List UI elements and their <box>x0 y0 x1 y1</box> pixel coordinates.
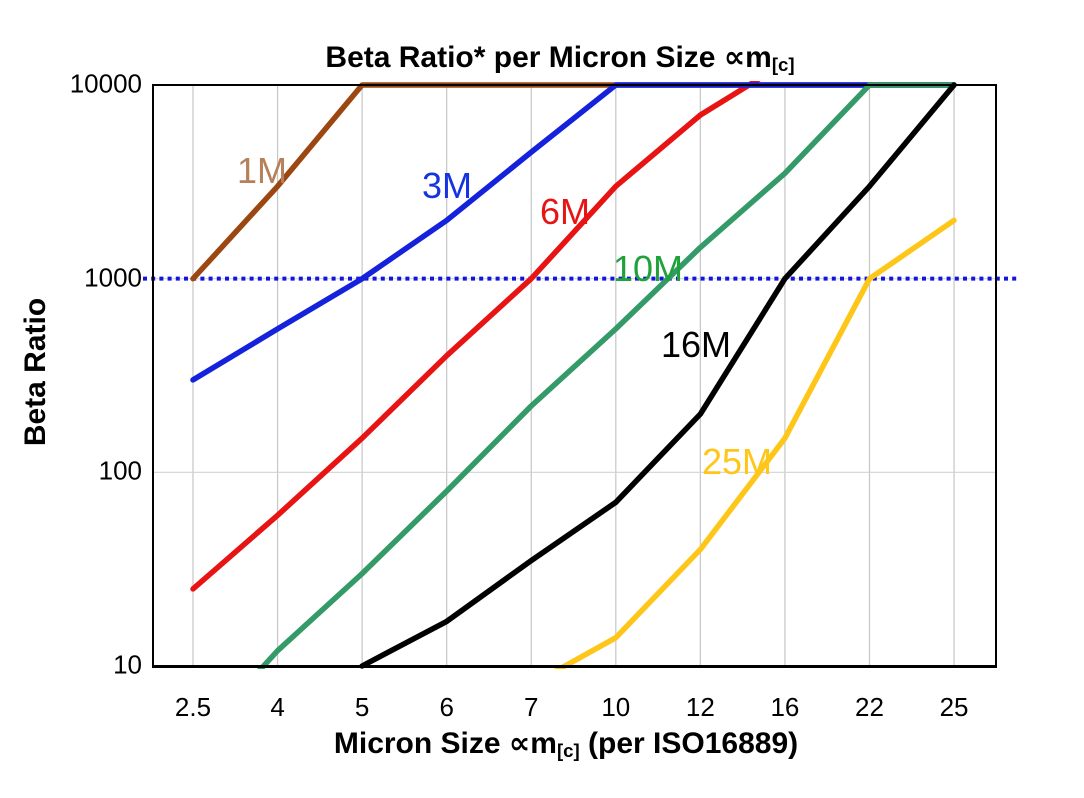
x-tick-label-6: 6 <box>439 692 454 722</box>
x-tick-label-7: 7 <box>524 692 539 722</box>
x-tick-label-22: 22 <box>855 692 884 722</box>
x-axis-title-text: Micron Size ∝m <box>333 727 557 760</box>
series-label-25M: 25M <box>701 441 773 482</box>
x-axis-title-subscript: [c] <box>556 740 580 762</box>
x-tick-label-16: 16 <box>770 692 800 722</box>
chart-title-subscript: [c] <box>771 54 795 76</box>
series-line-10M <box>257 82 957 669</box>
series-label-1M: 1M <box>236 150 288 191</box>
y-tick-label-10000: 10000 <box>69 68 142 99</box>
x-tick-label-5: 5 <box>354 692 370 722</box>
x-tick-label-2.5: 2.5 <box>174 692 212 722</box>
series-line-6M <box>190 81 761 592</box>
x-axis-title-suffix: (per ISO16889) <box>579 727 799 760</box>
series-label-10M: 10M <box>612 248 684 289</box>
series-label-3M: 3M <box>421 165 473 206</box>
y-tick-label-100: 100 <box>98 455 142 486</box>
chart-title: Beta Ratio* per Micron Size ∝m[c] <box>325 40 794 75</box>
y-axis-title: Beta Ratio <box>19 297 52 447</box>
x-tick-label-10: 10 <box>601 692 631 722</box>
series-line-25M <box>553 217 957 669</box>
series-label-16M: 16M <box>660 324 732 365</box>
chart-title-text: Beta Ratio* per Micron Size ∝m <box>325 41 772 74</box>
series-label-6M: 6M <box>539 191 591 232</box>
x-tick-label-4: 4 <box>270 692 285 722</box>
x-tick-label-12: 12 <box>685 692 715 722</box>
x-axis-title: Micron Size ∝m[c] (per ISO16889) <box>334 726 798 761</box>
y-tick-label-10: 10 <box>113 649 142 680</box>
series-line-16M <box>359 82 957 669</box>
x-tick-label-25: 25 <box>939 692 969 722</box>
y-tick-label-1000: 1000 <box>84 261 142 292</box>
